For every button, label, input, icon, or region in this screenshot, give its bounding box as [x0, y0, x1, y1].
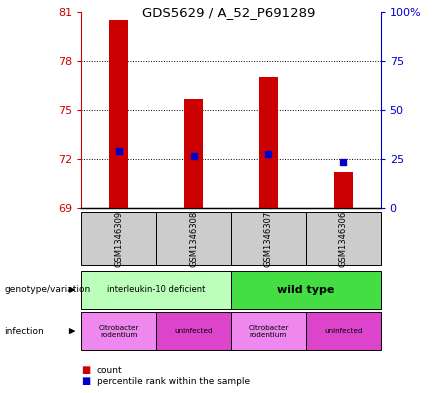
Text: infection: infection: [4, 327, 44, 336]
Bar: [334, 172, 352, 208]
Bar: [259, 77, 278, 208]
Text: GSM1346306: GSM1346306: [339, 211, 348, 267]
Text: percentile rank within the sample: percentile rank within the sample: [97, 377, 250, 386]
Bar: [184, 99, 203, 208]
Text: GSM1346309: GSM1346309: [114, 211, 123, 267]
Text: GSM1346308: GSM1346308: [189, 211, 198, 267]
Text: GDS5629 / A_52_P691289: GDS5629 / A_52_P691289: [142, 6, 315, 19]
Text: ■: ■: [81, 365, 91, 375]
Text: uninfected: uninfected: [324, 328, 363, 334]
Text: wild type: wild type: [277, 285, 334, 295]
Text: GSM1346307: GSM1346307: [264, 211, 273, 267]
Text: uninfected: uninfected: [174, 328, 213, 334]
Text: Citrobacter
rodentium: Citrobacter rodentium: [99, 325, 139, 338]
Text: interleukin-10 deficient: interleukin-10 deficient: [107, 285, 205, 294]
Bar: [110, 20, 128, 208]
Text: genotype/variation: genotype/variation: [4, 285, 91, 294]
Text: count: count: [97, 366, 122, 375]
Text: Citrobacter
rodentium: Citrobacter rodentium: [248, 325, 289, 338]
Text: ■: ■: [81, 376, 91, 386]
